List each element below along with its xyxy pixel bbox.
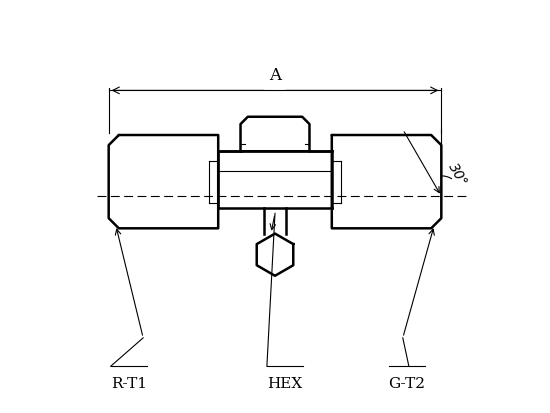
Text: 30°: 30°	[446, 160, 470, 189]
Text: A: A	[269, 67, 281, 84]
Text: R-T1: R-T1	[111, 377, 147, 390]
Text: G-T2: G-T2	[388, 377, 425, 390]
Text: HEX: HEX	[267, 377, 303, 390]
